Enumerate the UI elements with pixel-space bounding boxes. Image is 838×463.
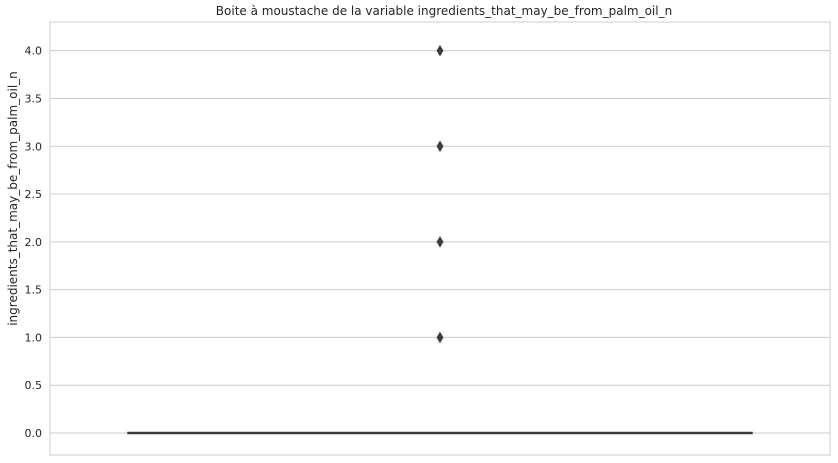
box-element	[127, 431, 753, 435]
y-axis-label: ingredients_that_may_be_from_palm_oil_n	[6, 71, 20, 326]
outlier-point	[436, 331, 444, 344]
y-tick-label: 4.0	[25, 45, 43, 58]
chart-title: Boite à moustache de la variable ingredi…	[215, 4, 673, 18]
y-tick-label: 0.5	[25, 379, 43, 392]
outlier-point	[436, 44, 444, 57]
outlier-point	[436, 236, 444, 248]
y-tick-label: 3.0	[25, 140, 43, 153]
y-axis-ticks: 0.0 0.5 1.0 1.5 2.0 2.5 3.0 3.5 4.0	[25, 45, 43, 440]
y-tick-label: 3.5	[25, 92, 43, 105]
y-tick-label: 2.0	[25, 236, 43, 249]
y-tick-label: 1.0	[25, 331, 43, 344]
y-tick-label: 2.5	[25, 188, 43, 201]
outlier-points	[436, 44, 444, 344]
axes-frame	[49, 21, 831, 456]
outlier-point	[436, 140, 444, 153]
y-tick-label: 1.5	[25, 284, 43, 297]
y-tick-label: 0.0	[25, 427, 43, 440]
